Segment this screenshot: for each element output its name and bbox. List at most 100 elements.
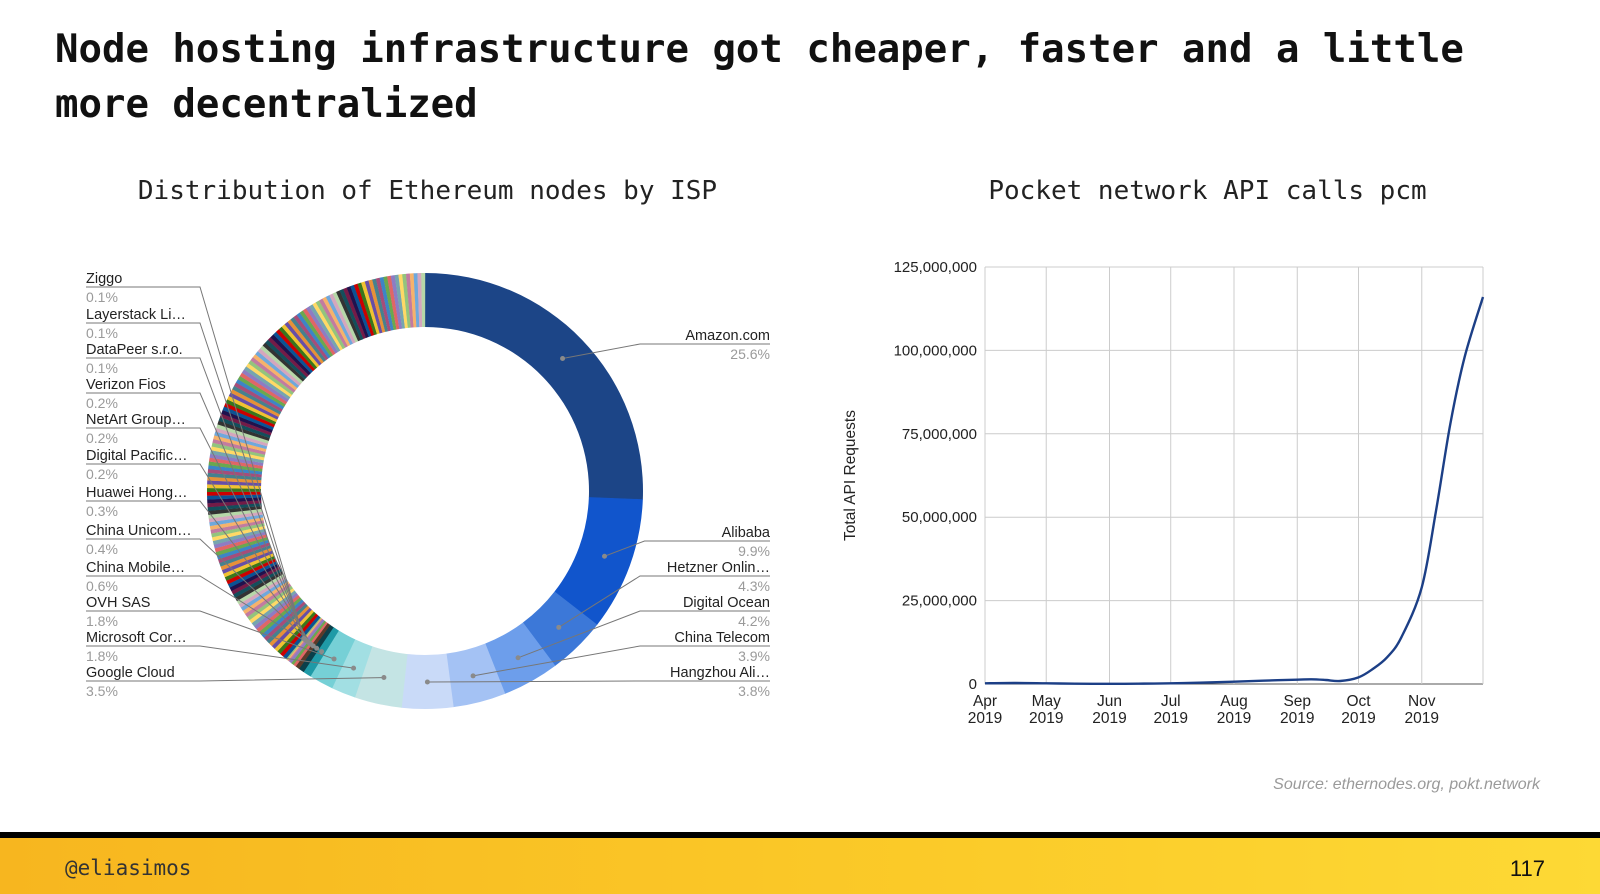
donut-slice-other (219, 545, 272, 567)
x-tick-month: Oct (1346, 693, 1371, 710)
y-tick-label: 50,000,000 (902, 509, 977, 526)
donut-slice-other (207, 487, 262, 492)
slice-percent: 3.9% (738, 648, 770, 664)
donut-slice-other (216, 539, 270, 560)
donut-slice-other (290, 317, 327, 362)
donut-slice-other (255, 351, 300, 389)
donut-slice-other (402, 273, 411, 328)
donut-slice-other (218, 416, 271, 439)
donut-slice-other (319, 298, 348, 348)
donut-slice-other (209, 453, 264, 466)
donut-slice-other (257, 348, 302, 386)
leader-dot (319, 649, 325, 655)
leader-line (86, 538, 317, 649)
donut-slice-other (223, 553, 275, 578)
slice-label: Hetzner Onlin… (667, 560, 770, 576)
donut-slice-other (209, 514, 264, 527)
y-tick-label: 25,000,000 (902, 593, 977, 610)
slice-label: OVH SAS (86, 595, 150, 611)
x-tick-month: Sep (1283, 693, 1311, 710)
donut-slice-other (224, 402, 276, 428)
donut-slice-other (421, 273, 426, 328)
donut-slice-other (219, 413, 272, 436)
donut-slice-other (379, 276, 394, 331)
donut-slice-other (230, 389, 281, 418)
donut-slice-other (216, 424, 269, 444)
slice-percent: 0.2% (86, 395, 118, 411)
slice-label: Digital Ocean (683, 595, 770, 611)
donut-slice-other (368, 279, 386, 333)
leader-line (86, 575, 322, 653)
donut-slice-other (228, 392, 279, 420)
slice-percent: 0.1% (86, 360, 118, 376)
slice-label: Hangzhou Ali… (670, 665, 770, 681)
x-tick-year: 2019 (1217, 710, 1251, 727)
donut-slice-other (231, 566, 281, 595)
donut-slice-other (398, 274, 408, 329)
line-chart-title: Pocket network API calls pcm (988, 176, 1427, 206)
line-chart: 0 25,000,000 50,000,000 75,000,000 100,000,0… (842, 259, 1485, 727)
x-tick-month: Nov (1408, 693, 1436, 710)
donut-slice-other (208, 461, 263, 472)
leader-line (86, 677, 384, 682)
leader-line (86, 463, 312, 645)
donut-slice-other (265, 339, 307, 380)
donut-slice-other (296, 312, 331, 359)
donut-slice-other (383, 276, 397, 331)
slice-label: Verizon Fios (86, 377, 166, 393)
donut-slice-other (247, 585, 293, 621)
series-line-api-requests (984, 296, 1485, 686)
donut-slice-other (417, 273, 423, 328)
slice-label: Alibaba (722, 525, 771, 541)
donut-slice-other (208, 508, 263, 519)
slice-label: DataPeer s.r.o. (86, 342, 183, 358)
donut-slice-other (336, 290, 361, 342)
donut-slice-other (222, 406, 274, 431)
donut-slice-other (266, 603, 308, 644)
donut-slice-other (280, 613, 319, 657)
leader-line (86, 322, 306, 640)
donut-slice-other (302, 308, 336, 356)
donut-slice-other (239, 372, 288, 405)
donut-slice-other (221, 409, 273, 433)
donut-slice-other (234, 382, 283, 412)
donut-slice-other (357, 282, 378, 336)
leader-dot (424, 679, 430, 685)
slice-percent: 0.2% (86, 430, 118, 446)
slice-label: Digital Pacific… (86, 448, 188, 464)
slice-percent: 4.2% (738, 613, 770, 629)
donut-slice-other (249, 588, 295, 624)
footer-bar: @eliasimos 117 (0, 832, 1600, 894)
leader-dot (301, 636, 307, 642)
y-tick-label: 0 (969, 676, 977, 693)
donut-slice-other (252, 354, 298, 391)
donut-chart-title: Distribution of Ethereum nodes by ISP (137, 176, 718, 206)
slice-label: Microsoft Cor… (86, 630, 187, 646)
donut-slice-other (212, 438, 266, 455)
slide-title: Node hosting infrastructure got cheaper,… (55, 27, 1464, 127)
donut-slice-other (233, 568, 283, 598)
y-tick-label: 100,000,000 (894, 342, 977, 359)
leader-line (604, 540, 770, 557)
donut-slice-other (238, 576, 287, 608)
slice-percent: 1.8% (86, 648, 118, 664)
donut-slice-other (262, 342, 305, 382)
y-tick-label: 75,000,000 (902, 426, 977, 443)
donut-slice-other (299, 310, 334, 357)
donut-slice-other (207, 472, 262, 481)
leader-line (472, 645, 770, 677)
donut-slice-other (293, 314, 329, 361)
donut-slice-other (226, 558, 277, 585)
donut-slice-other (329, 293, 356, 344)
donut-slice-other (211, 522, 265, 538)
donut-slice-other (271, 607, 312, 649)
donut-slice-other (227, 561, 279, 588)
leader-line (427, 680, 770, 683)
donut-slice-other (232, 385, 282, 415)
x-tick-month: Apr (973, 693, 997, 710)
donut-slice-other (278, 326, 318, 370)
donut-slice-other (207, 491, 262, 496)
donut-slice-other (241, 369, 289, 403)
slice-percent: 1.8% (86, 613, 118, 629)
donut-slice-other (332, 291, 359, 343)
